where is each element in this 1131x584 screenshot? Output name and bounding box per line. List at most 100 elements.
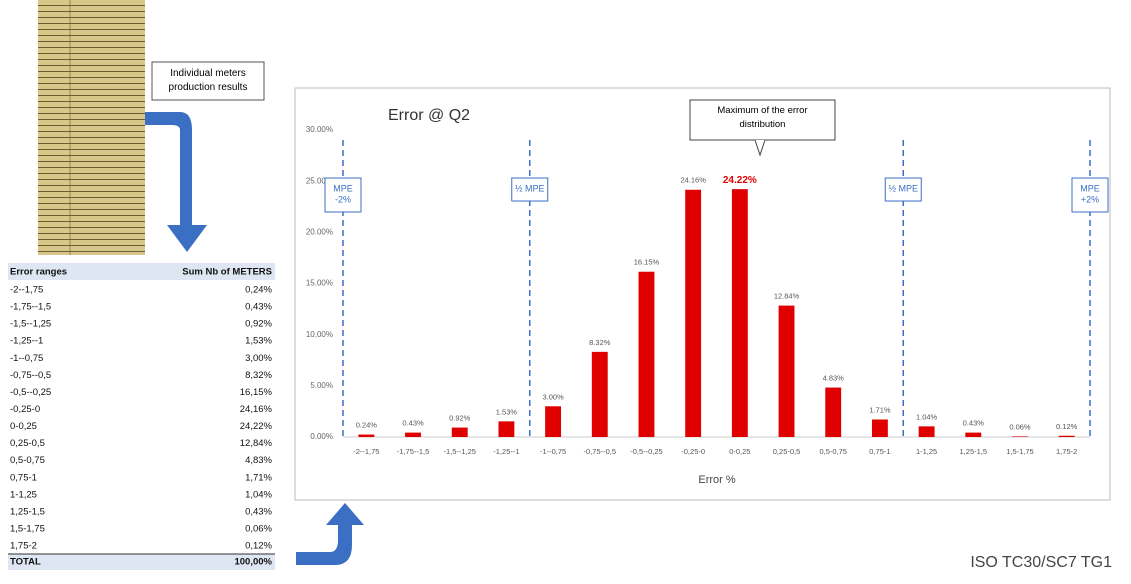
x-tick-label: 1,5-1,75 [1006,447,1034,456]
table-header-bg [8,263,275,280]
value-label: 24.22% [723,175,757,186]
table-cell: 0,92% [245,319,272,330]
table-cell: 1,53% [245,336,272,347]
table-cell: 0,06% [245,523,272,534]
table-cell: TOTAL [10,557,41,568]
table-cell: 1,04% [245,489,272,500]
bar [498,421,515,437]
table-cell: 24,22% [240,421,273,432]
y-tick-label: 30.00% [306,125,333,134]
table-cell: 1,71% [245,472,272,483]
mpe-label: ½ MPE [888,183,918,193]
x-tick-label: -1--0,75 [540,447,566,456]
table-cell: 0,43% [245,506,272,517]
bar [1058,435,1075,437]
value-label: 1.53% [496,407,518,416]
table-cell: 4,83% [245,455,272,466]
callout-pointer [754,139,766,157]
mpe-box [511,177,549,202]
table-cell: 12,84% [240,438,273,449]
y-tick-label: 15.00% [306,279,333,288]
table-cell: 24,16% [240,404,273,415]
value-label: 12.84% [774,292,800,301]
table-cell: 100,00% [234,557,272,568]
value-label: 8.32% [589,338,611,347]
bar [545,406,562,437]
value-label: 16.15% [634,258,660,267]
x-tick-label: 1,75-2 [1056,447,1077,456]
value-label: 24.16% [680,176,706,185]
mpe-label: ½ MPE [515,183,545,193]
bar [638,271,655,437]
x-tick-label: 0-0,25 [729,447,750,456]
value-label: 1.71% [869,405,891,414]
y-tick-label: 25.00% [306,176,333,185]
x-tick-label: 1-1,25 [916,447,937,456]
table-cell: 0-0,25 [10,421,37,432]
value-label: 0.92% [449,414,471,423]
bar [591,351,608,437]
bar [405,432,421,437]
table-cell: 1,25-1,5 [10,506,45,517]
table-cell: 0,12% [245,541,272,552]
value-label: 0.12% [1056,422,1078,431]
mpe-box [324,177,362,213]
table-total-bg [8,554,275,570]
note-wrap: Individual meters production results [168,68,248,93]
value-label: 0.43% [963,419,985,428]
table-cell: -1,5--1,25 [10,319,51,330]
value-label: 1.04% [916,412,938,421]
arrow-up [296,503,364,565]
mpe-label: MPE [333,183,353,193]
mpe-label: -2% [335,194,351,204]
note: Individual meters production results [168,68,248,93]
bar [731,189,748,437]
table-cell: 1,75-2 [10,541,37,552]
value-label: 3.00% [542,392,564,401]
mpe-box [1071,177,1109,213]
table-cell: 1,5-1,75 [10,523,45,534]
bar [918,426,935,437]
mpe-box [884,177,922,202]
bar [871,419,888,437]
bar [451,427,468,437]
x-tick-label: -1,75--1,5 [397,447,430,456]
x-tick-label: 0,75-1 [869,447,890,456]
spreadsheet-image [38,0,145,255]
x-tick-label: -0,75--0,5 [584,447,617,456]
x-tick-label: 0,5-0,75 [819,447,847,456]
table-cell: 8,32% [245,370,272,381]
table-cell: 3,00% [245,353,272,364]
table-cell: 0,75-1 [10,472,37,483]
x-axis-label: Error % [698,474,736,486]
table-cell: 1-1,25 [10,489,37,500]
table-cell: -1--0,75 [10,353,43,364]
chart-frame [294,87,1111,501]
table-cell: Sum Nb of METERS [182,267,272,278]
x-tick-label: -1,25--1 [493,447,519,456]
x-tick-label: -2--1,75 [353,447,379,456]
table-cell: -0,25-0 [10,404,40,415]
value-label: 0.24% [356,421,378,430]
table-cell: 0,24% [245,285,272,296]
callout-wrap: Maximum of the error distribution [717,105,808,130]
arrow-down [145,112,207,252]
mpe-label: MPE [1080,183,1100,193]
value-label: 0.06% [1009,422,1031,431]
table-cell: -0,5--0,25 [10,387,51,398]
bar [965,432,982,437]
table-cell: 16,15% [240,387,273,398]
bar [778,305,795,437]
y-tick-label: 10.00% [306,330,333,339]
y-tick-label: 5.00% [310,381,333,390]
callout: Maximum of the error distribution [717,105,808,130]
mpe-label: +2% [1081,194,1099,204]
bar [685,189,702,437]
callout-box [689,99,836,141]
value-label: 0.43% [402,419,424,428]
y-tick-label: 20.00% [306,227,333,236]
table-cell: 0,5-0,75 [10,455,45,466]
x-tick-label: -0,5--0,25 [630,447,663,456]
